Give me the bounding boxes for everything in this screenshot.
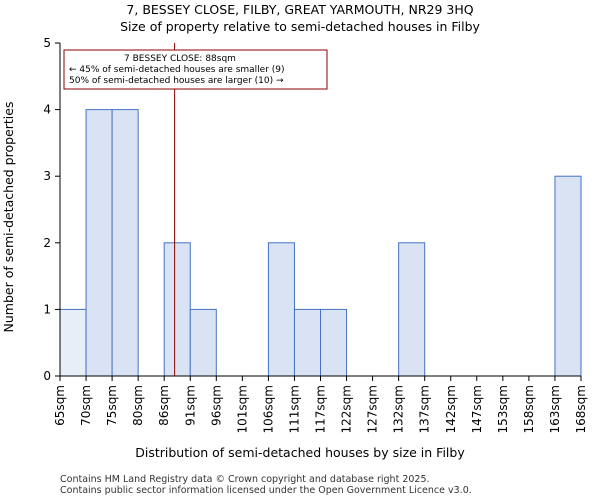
x-tick-label: 75sqm <box>105 385 119 426</box>
x-tick-label: 168sqm <box>574 385 588 433</box>
bar-117sqm <box>320 308 348 377</box>
annotation-line-1: 7 BESSEY CLOSE: 88sqm <box>124 54 236 64</box>
y-tick-label: 5 <box>43 36 51 50</box>
x-tick-label: 137sqm <box>418 385 432 433</box>
chart-title: 7, BESSEY CLOSE, FILBY, GREAT YARMOUTH, … <box>126 2 473 17</box>
y-tick-label: 2 <box>43 236 51 250</box>
x-tick-label: 122sqm <box>340 385 354 433</box>
x-tick-label: 163sqm <box>548 385 562 433</box>
y-axis-ticks: 0 1 2 3 4 5 <box>43 36 60 383</box>
bar-106sqm <box>267 242 295 377</box>
x-tick-label: 80sqm <box>131 385 145 426</box>
x-axis-ticks: 65sqm 70sqm 75sqm 80sqm 86sqm 91sqm 96sqm 101sq… <box>53 376 588 433</box>
footer-line-1: Contains HM Land Registry data © Crown c… <box>60 474 430 485</box>
x-tick-label: 127sqm <box>366 385 380 433</box>
footer-line-2: Contains public sector information licen… <box>60 485 472 496</box>
x-tick-label: 70sqm <box>79 385 93 426</box>
y-tick-label: 1 <box>43 302 51 316</box>
bar-91sqm <box>189 308 217 377</box>
bar-70sqm <box>85 109 113 377</box>
chart-subtitle: Size of property relative to semi-detach… <box>120 19 480 34</box>
x-tick-label: 91sqm <box>183 385 197 426</box>
y-tick-label: 3 <box>43 169 51 183</box>
bar-75sqm <box>111 109 139 377</box>
x-tick-label: 111sqm <box>287 385 301 433</box>
x-tick-label: 158sqm <box>522 385 536 433</box>
annotation-border <box>63 49 328 90</box>
x-axis-label: Distribution of semi-detached houses by … <box>135 445 465 460</box>
x-tick-label: 96sqm <box>209 385 223 426</box>
x-tick-label: 117sqm <box>314 385 328 433</box>
bar-163sqm <box>554 175 582 377</box>
annotation-line-3: 50% of semi-detached houses are larger (… <box>69 76 284 86</box>
annotation-box: 7 BESSEY CLOSE: 88sqm ← 45% of semi-deta… <box>63 49 328 90</box>
x-tick-label: 86sqm <box>157 385 171 426</box>
x-tick-label: 106sqm <box>261 385 275 433</box>
bars-group <box>59 109 582 377</box>
bar-132sqm <box>398 242 426 377</box>
annotation-line-2: ← 45% of semi-detached houses are smalle… <box>69 65 285 75</box>
x-tick-label: 65sqm <box>53 385 67 426</box>
bar-65sqm <box>59 308 87 377</box>
y-axis-label: Number of semi-detached properties <box>1 102 16 333</box>
x-tick-label: 147sqm <box>470 385 484 433</box>
x-tick-label: 153sqm <box>496 385 510 433</box>
bar-86sqm <box>163 242 191 377</box>
bar-111sqm <box>293 308 322 377</box>
x-tick-label: 142sqm <box>444 385 458 433</box>
y-tick-label: 0 <box>43 369 51 383</box>
y-tick-label: 4 <box>43 103 51 117</box>
x-tick-label: 101sqm <box>235 385 249 433</box>
x-tick-label: 132sqm <box>392 385 406 433</box>
